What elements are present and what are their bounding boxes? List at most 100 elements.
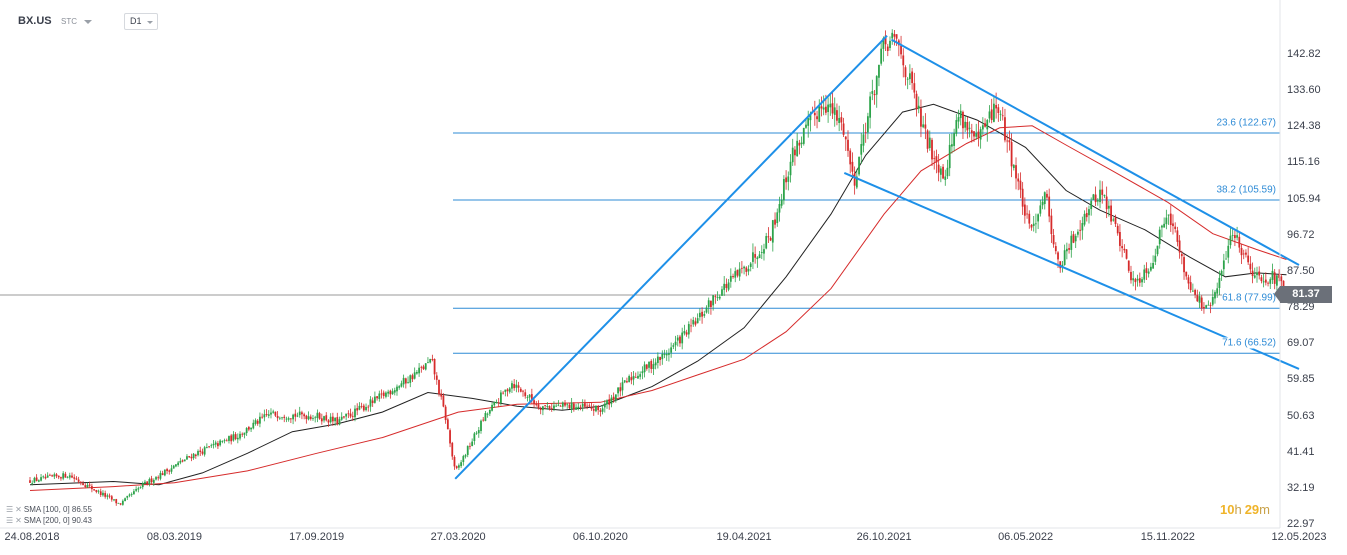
candle-down (836, 110, 838, 121)
candle-up (135, 489, 138, 491)
candle-down (685, 332, 688, 335)
candle-up (418, 367, 421, 374)
candle-up (959, 110, 962, 119)
candle-down (913, 83, 916, 93)
candle-down (522, 390, 524, 392)
candle-up (409, 375, 412, 383)
candle-down (1046, 193, 1048, 198)
candle-down (360, 406, 363, 408)
legend-item-sma200[interactable]: ☰ ✕ SMA [200, 0] 90.43 (6, 515, 92, 526)
candle-down (816, 116, 818, 120)
candle-up (776, 212, 779, 224)
legend-item-sma100[interactable]: ☰ ✕ SMA [100, 0] 86.55 (6, 504, 92, 515)
candle-down (933, 158, 936, 160)
candle-down (710, 300, 712, 308)
candle-down (831, 103, 834, 114)
sma-100-line[interactable] (29, 103, 1287, 486)
candle-down (550, 408, 553, 409)
candle-up (203, 447, 206, 455)
candle-up (471, 441, 474, 447)
symbol-label[interactable]: BX.US (18, 15, 52, 27)
candle-down (1278, 274, 1281, 278)
candle-up (999, 113, 1002, 115)
trend-line-up[interactable] (454, 34, 888, 480)
candle-up (1227, 245, 1230, 258)
candle-up (526, 397, 529, 398)
candle-down (984, 123, 986, 127)
candle-down (1178, 240, 1181, 253)
candle-up (1041, 201, 1044, 206)
candle-down (851, 161, 854, 172)
candle-up (676, 337, 679, 341)
candle-down (893, 34, 896, 37)
candle-down (1023, 204, 1026, 216)
candle-down (104, 493, 107, 497)
candle-down (64, 473, 67, 478)
menu-icon[interactable]: ☰ (6, 505, 14, 514)
candle-down (433, 358, 436, 375)
candle-up (833, 107, 836, 115)
candle-up (1132, 278, 1135, 281)
candle-down (404, 378, 407, 384)
y-tick-label: 87.50 (1287, 264, 1315, 277)
candle-up (581, 403, 584, 407)
candle-down (1138, 278, 1141, 283)
y-tick-label: 124.38 (1287, 120, 1321, 133)
candle-up (354, 408, 356, 418)
candle-up (239, 433, 241, 439)
candle-down (1172, 223, 1174, 227)
candle-up (365, 407, 367, 411)
candle-up (939, 168, 942, 175)
candle-up (298, 411, 301, 416)
candle-up (946, 167, 949, 177)
channel-lower-line[interactable] (843, 171, 1300, 370)
candle-up (486, 413, 489, 415)
close-icon[interactable]: ✕ (15, 505, 22, 514)
candle-up (603, 403, 606, 408)
candle-up (338, 419, 341, 425)
candle-down (88, 484, 91, 486)
candle-down (343, 416, 345, 418)
candle-up (205, 447, 208, 448)
candle-up (648, 361, 650, 368)
candle-up (183, 459, 186, 462)
candle-up (170, 468, 173, 472)
candle-up (796, 140, 799, 157)
candle-up (281, 417, 283, 419)
candle-up (46, 475, 49, 478)
candle-down (367, 406, 370, 408)
candle-down (517, 385, 520, 388)
candle-down (247, 427, 250, 430)
candle-up (546, 406, 549, 407)
candle-up (721, 289, 723, 296)
candle-up (747, 268, 750, 272)
timeframe-select[interactable]: D1 (124, 13, 158, 30)
y-tick-label: 78.29 (1287, 301, 1315, 314)
chevron-down-icon[interactable] (84, 20, 92, 24)
candle-down (1247, 255, 1250, 263)
candle-down (559, 405, 562, 407)
candle-up (805, 124, 807, 128)
candle-down (1030, 224, 1033, 228)
candle-up (1112, 219, 1115, 221)
candle-down (376, 396, 378, 399)
candle-down (973, 131, 975, 137)
candle-up (1154, 255, 1157, 262)
candle-up (882, 38, 885, 49)
candle-up (665, 353, 668, 356)
candle-up (1070, 235, 1073, 250)
candle-down (535, 404, 538, 406)
candle-up (86, 484, 89, 488)
close-icon[interactable]: ✕ (15, 516, 22, 525)
sma-200-line[interactable] (29, 125, 1287, 491)
candle-down (820, 106, 823, 109)
y-tick-label: 59.85 (1287, 373, 1315, 386)
channel-upper-line[interactable] (890, 38, 1300, 266)
candle-up (566, 404, 569, 406)
security-type-label[interactable]: STC (61, 17, 77, 26)
menu-icon[interactable]: ☰ (6, 516, 14, 525)
candle-up (223, 440, 226, 442)
candle-down (626, 381, 628, 383)
fib-level-label: 71.6 (66.52) (1222, 337, 1276, 349)
